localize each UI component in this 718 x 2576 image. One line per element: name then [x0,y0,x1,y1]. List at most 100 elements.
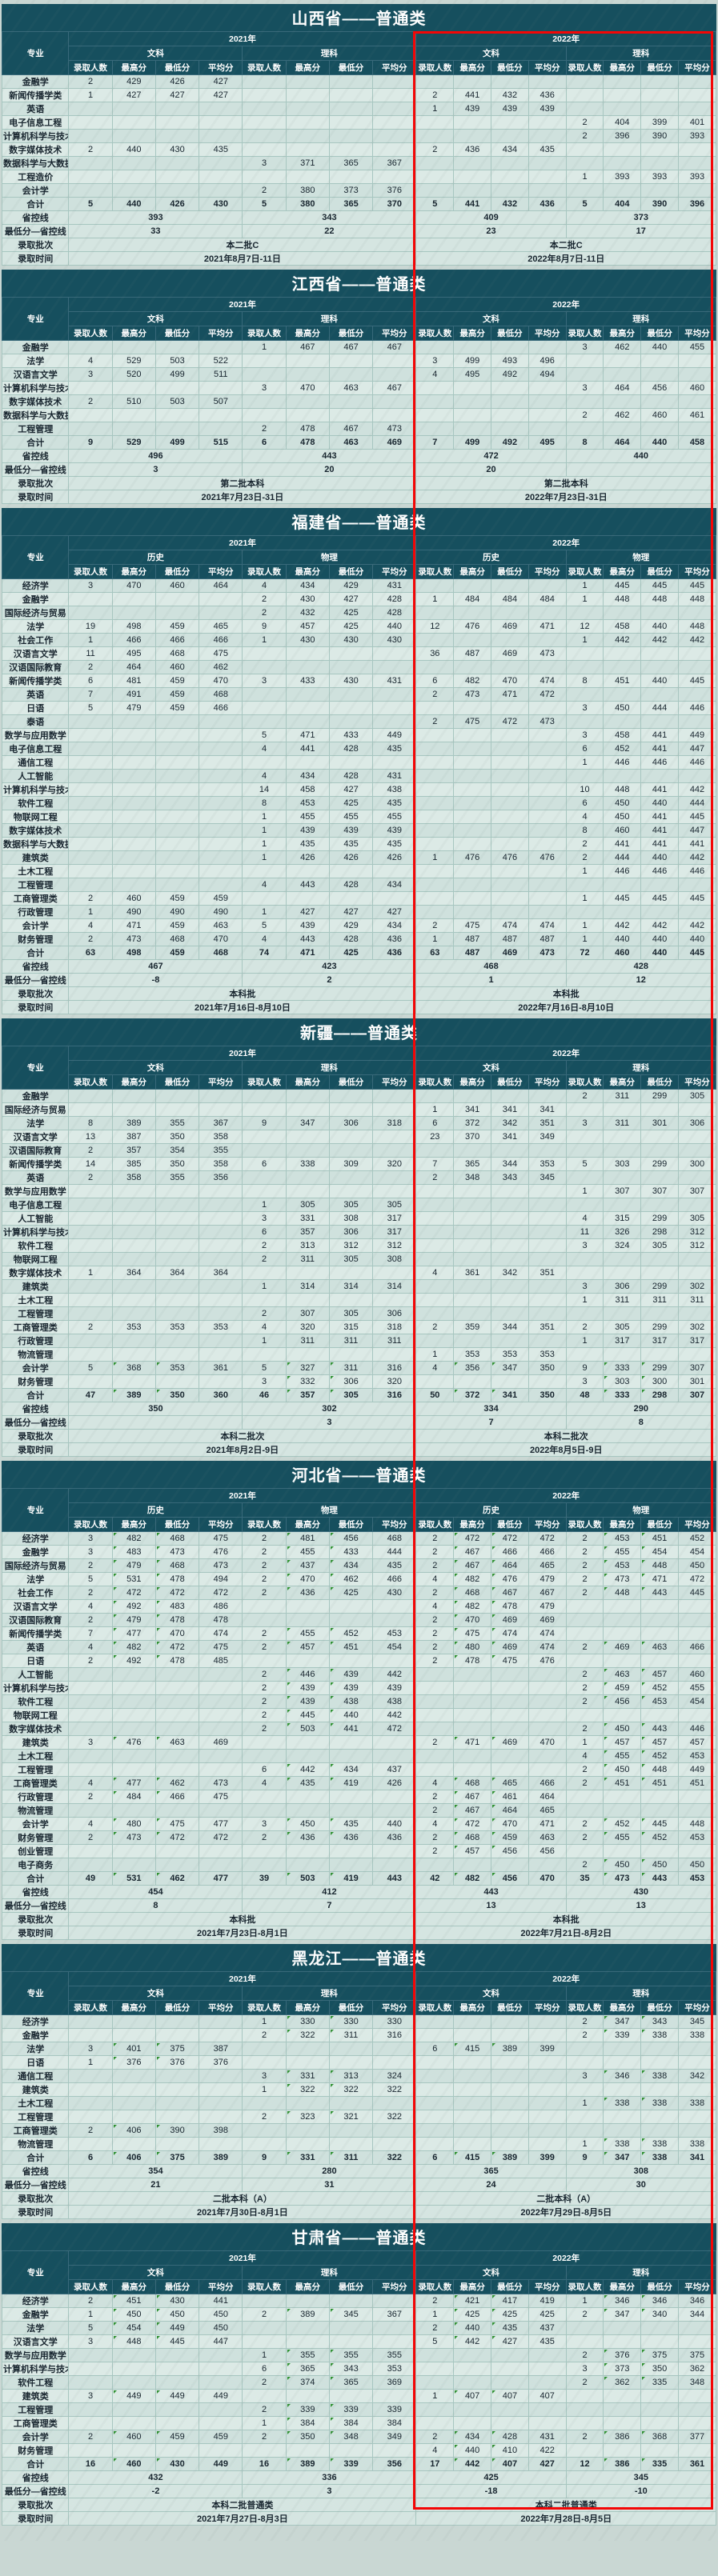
score-cell: 490 [111,905,156,919]
score-cell [491,1252,529,1266]
score-cell: 470 [491,674,529,688]
score-cell: 426 [154,74,200,89]
score-cell: 443 [372,1871,417,1886]
score-cell [199,823,243,838]
score-cell: 427 [491,2334,529,2349]
score-cell: 466 [491,1545,529,1559]
metric-header: 平均分 [199,2000,243,2015]
score-cell: 2 [242,606,287,620]
score-cell: 2 [415,2321,455,2335]
table-row: 建筑类 3 449 449 449 1 407 407 407 [1,2389,716,2403]
score-cell: 458 [285,782,330,797]
score-cell: 428 [328,878,374,892]
score-cell [491,2402,529,2417]
score-cell [678,2123,716,2138]
score-cell: 439 [491,102,529,116]
score-cell: 331 [285,2069,330,2083]
score-cell [372,1735,417,1750]
score-cell: 2 [68,1790,113,1804]
score-cell [154,742,200,756]
footer-value-cell: 20 [242,462,417,477]
footer-value-cell: 409 [415,210,567,225]
footer-value-cell: 8 [68,1898,243,1913]
score-cell [154,1102,200,1117]
score-cell: 466 [199,633,243,647]
score-cell: 348 [328,2430,374,2444]
score-cell [199,1749,243,1763]
metric-header: 最高分 [603,564,642,579]
score-cell: 347 [285,1116,330,1130]
score-cell [154,1089,200,1103]
province-table: 专业 2021年 2022年 历史 物理 历史 物理 录取人数 最高分 最低分 平均分 录取人数 最高分… [1,1488,717,1940]
major-cell: 财务管理 [1,1830,70,1845]
major-cell: 数学与应用数学 [1,2348,70,2362]
stream-header: 文科 [68,46,243,61]
score-cell [678,878,716,892]
footer-value-cell: 2021年7月27日-8月3日 [68,2511,417,2526]
score-cell [491,2069,529,2083]
score-cell: 343 [491,1170,529,1185]
score-cell: 361 [453,1266,492,1280]
score-cell: 3 [565,728,604,742]
metric-header: 录取人数 [565,2000,604,2015]
score-cell: 1 [415,102,455,116]
score-cell [453,1184,492,1198]
metric-header: 最低分 [154,2279,200,2294]
score-cell [453,878,492,892]
score-cell: 454 [372,1640,417,1654]
score-cell [68,810,113,824]
score-cell [491,408,529,422]
table-row: 电子信息工程 4 441 428 435 6 452 441 447 [1,742,716,756]
score-cell [242,1844,287,1858]
score-cell [640,1599,679,1614]
score-cell [285,1170,330,1185]
score-cell: 4 [415,1266,455,1280]
score-cell: 473 [527,646,567,661]
footer-row: 最低分—省控线 -8 2 1 12 [1,973,717,987]
score-cell: 431 [527,2430,567,2444]
score-cell: 5 [242,1361,287,1375]
metric-header: 平均分 [527,2000,567,2015]
score-cell: 482 [111,1531,156,1546]
footer-label-cell: 录取时间 [1,1926,70,1940]
score-cell: 386 [603,2457,642,2471]
score-cell [199,2416,243,2430]
table-head: 专业 2021年 2022年 文科 理科 文科 理科 录取人数 最高分 最低分 平均分 录取人数 最高分… [1,1046,717,1090]
score-cell [453,2055,492,2070]
score-cell [415,1749,455,1763]
score-cell [372,1858,417,1872]
table-row: 社会工作 1 466 466 466 1 430 430 430 1 442 442 442 [1,633,716,647]
score-cell: 473 [603,1871,642,1886]
score-cell: 463 [328,381,374,395]
score-cell: 445 [678,946,716,960]
score-cell [491,1293,529,1307]
score-cell [372,102,417,116]
score-cell [68,1184,113,1198]
score-cell [491,837,529,851]
score-cell [603,2042,642,2056]
metric-header: 平均分 [527,60,567,75]
score-cell: 499 [453,354,492,368]
footer-value-cell: 8 [565,1415,717,1430]
metric-header: 平均分 [527,2279,567,2294]
score-cell: 1 [242,837,287,851]
score-cell: 473 [527,946,567,960]
score-cell [199,1184,243,1198]
score-cell: 331 [285,2150,330,2165]
score-cell: 430 [199,197,243,211]
score-cell [68,1694,113,1709]
score-cell: 4 [68,1640,113,1654]
score-cell [453,1374,492,1389]
score-cell: 311 [603,1116,642,1130]
score-cell: 435 [285,837,330,851]
footer-label-cell: 最低分—省控线 [1,224,70,238]
score-cell: 503 [154,394,200,409]
score-cell: 367 [372,156,417,170]
score-cell: 338 [640,2150,679,2165]
score-cell [603,2082,642,2097]
score-cell [453,1238,492,1253]
score-cell: 455 [603,1749,642,1763]
metric-header: 最低分 [491,326,529,341]
score-cell: 346 [603,2294,642,2308]
score-cell: 445 [640,891,679,906]
